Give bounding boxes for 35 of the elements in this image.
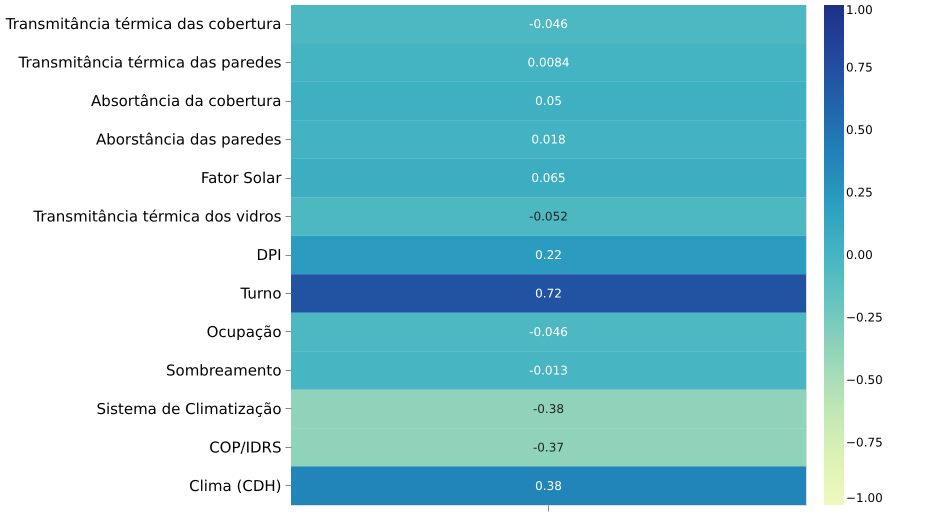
data-label: 0.22 — [535, 248, 562, 262]
y-tick-label: Absortância da cobertura — [91, 92, 282, 110]
data-label: -0.046 — [529, 17, 568, 32]
color-bar-label: −0.25 — [846, 310, 883, 324]
color-bar-label: 0.25 — [846, 186, 873, 200]
color-bar-label: 0.00 — [846, 248, 873, 262]
data-label: -0.052 — [529, 210, 568, 224]
color-bar-label: 1.00 — [846, 3, 873, 17]
color-bar-label: −0.50 — [846, 373, 883, 387]
data-label: 0.018 — [531, 132, 566, 147]
color-bar-label: 0.50 — [846, 123, 873, 137]
y-tick-label: DPI — [256, 246, 282, 264]
color-bar-label: 0.75 — [846, 60, 873, 74]
color-bar-label: −0.75 — [846, 436, 883, 450]
y-tick-label: Transmitância térmica dos vidros — [32, 208, 282, 226]
y-tick-label: Ocupação — [206, 322, 282, 341]
data-label: -0.046 — [529, 324, 568, 339]
data-label: 0.065 — [531, 171, 566, 186]
y-tick-label: Aborstância das paredes — [96, 130, 282, 149]
data-label: -0.013 — [529, 363, 568, 378]
data-label: -0.38 — [532, 402, 564, 416]
y-tick-label: Turno — [240, 284, 282, 302]
data-label: 0.38 — [535, 478, 562, 493]
y-tick-label: Clima (CDH) — [189, 476, 282, 495]
y-tick-label: Sistema de Climatização — [96, 400, 282, 418]
data-label: 0.0084 — [528, 56, 570, 70]
data-label: 0.05 — [535, 94, 562, 108]
data-label: 0.72 — [535, 286, 562, 300]
y-tick-label: Transmitância térmica das paredes — [17, 54, 282, 72]
y-tick-label: Fator Solar — [200, 169, 282, 188]
color-bar-label: −1.00 — [846, 491, 883, 505]
y-tick-label: Sombreamento — [166, 361, 282, 380]
y-tick-label: Transmitância térmica das cobertura — [4, 15, 282, 34]
data-label: -0.37 — [532, 440, 564, 454]
y-tick-label: COP/IDRS — [209, 438, 282, 456]
